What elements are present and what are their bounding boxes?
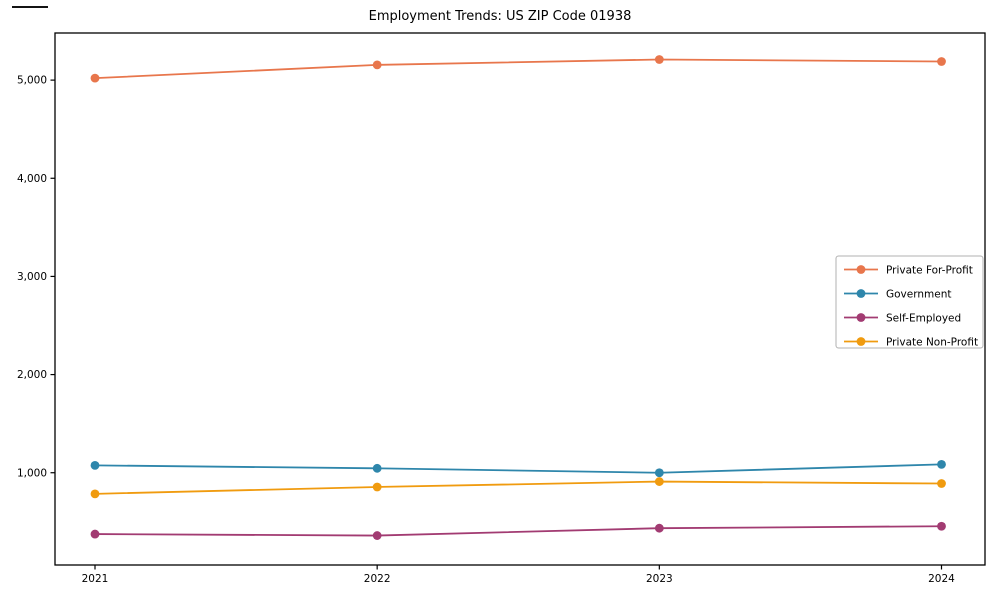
- data-point-government: [654, 468, 664, 478]
- y-tick-label: 1,000: [17, 467, 47, 479]
- data-point-private-for-profit: [372, 60, 382, 70]
- series-line-private-non-profit: [94, 480, 942, 495]
- series-line-self-employed: [94, 525, 942, 537]
- data-point-government: [937, 459, 946, 469]
- series-line-government: [94, 463, 942, 474]
- legend-item-label: Private For-Profit: [886, 264, 973, 276]
- y-tick-label: 2,000: [17, 369, 47, 381]
- data-point-private-non-profit: [90, 489, 100, 499]
- plot-frame: [54, 32, 986, 566]
- data-point-self-employed: [372, 531, 382, 540]
- data-point-government: [372, 463, 382, 473]
- x-tick-label: 2021: [82, 573, 109, 585]
- data-point-private-non-profit: [372, 482, 382, 492]
- data-point-government: [90, 460, 100, 470]
- legend-item-label: Self-Employed: [886, 312, 961, 324]
- data-point-private-for-profit: [654, 55, 664, 64]
- x-tick-label: 2023: [646, 573, 673, 585]
- y-tick-label: 5,000: [17, 75, 47, 87]
- legend-box: [835, 255, 984, 349]
- data-point-private-non-profit: [937, 479, 946, 488]
- y-tick-label: 3,000: [17, 271, 47, 283]
- legend-item-label: Private Non-Profit: [886, 336, 978, 348]
- screen-edge-artifact: [12, 6, 48, 8]
- x-tick-label: 2022: [364, 573, 391, 585]
- data-point-private-for-profit: [90, 73, 100, 83]
- data-point-self-employed: [654, 523, 664, 533]
- legend-marker-dot: [856, 289, 866, 298]
- data-point-private-non-profit: [654, 477, 664, 486]
- series-line-private-for-profit: [94, 58, 942, 80]
- data-point-private-for-profit: [937, 57, 946, 66]
- x-tick-label: 2024: [928, 573, 955, 585]
- data-point-self-employed: [90, 529, 100, 539]
- legend-item-label: Government: [886, 288, 951, 300]
- data-point-self-employed: [937, 521, 946, 531]
- legend-marker-dot: [856, 265, 866, 274]
- y-tick-label: 4,000: [17, 173, 47, 185]
- legend-marker-dot: [856, 337, 866, 346]
- legend-marker-dot: [856, 313, 866, 322]
